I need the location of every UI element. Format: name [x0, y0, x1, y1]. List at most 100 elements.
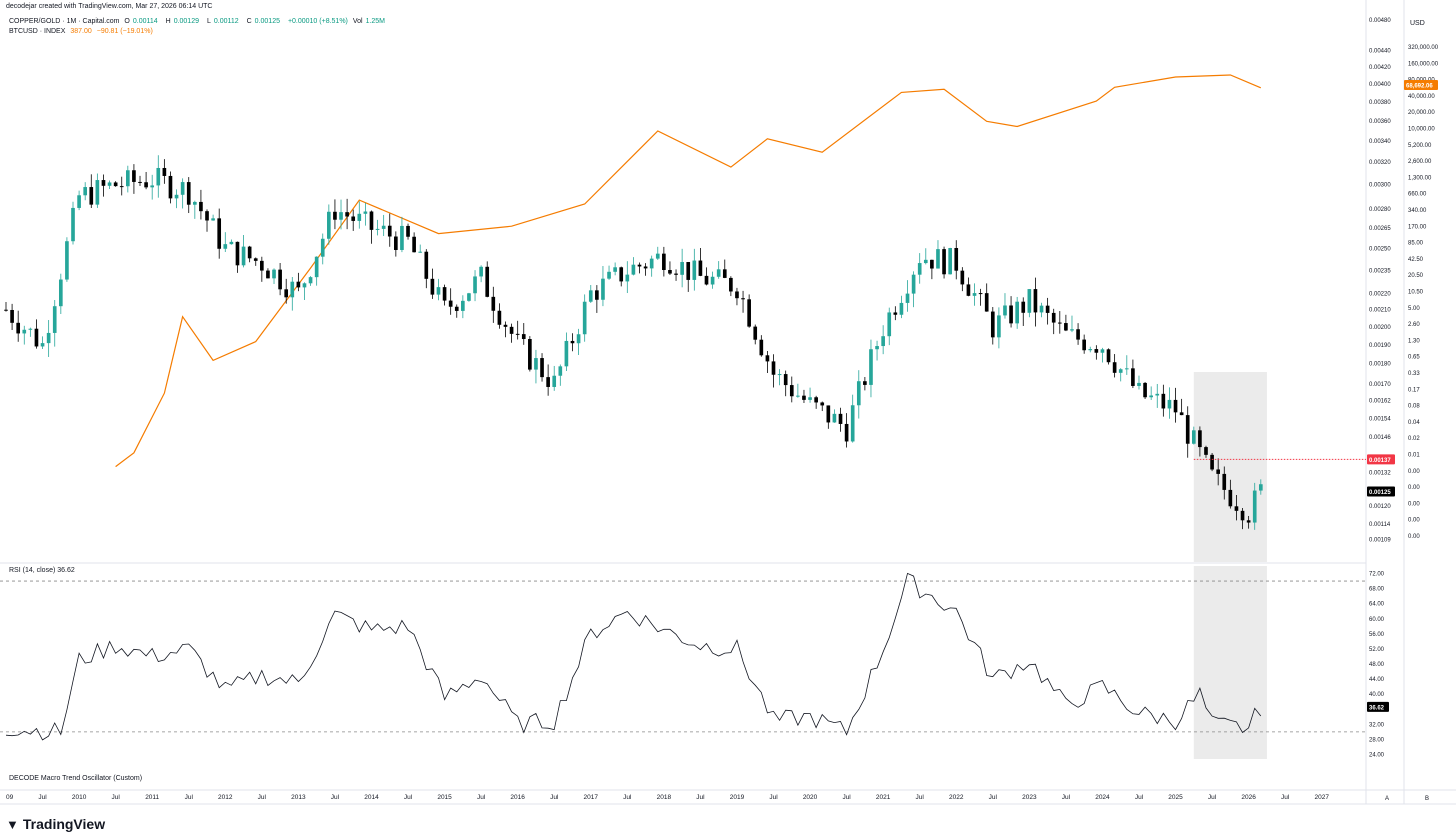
candle [467, 292, 471, 302]
btc-value: 387.00 [70, 28, 92, 35]
rsi-tick-label: 32.00 [1369, 722, 1385, 728]
candle [558, 364, 563, 386]
price-tick-label: 0.00420 [1369, 65, 1391, 71]
x-tick-label: 09 [6, 794, 14, 801]
candle [260, 256, 264, 282]
price-tick-label: 0.00280 [1369, 207, 1391, 213]
candle [899, 295, 904, 319]
candle [863, 377, 867, 391]
ohlc-high: H 0.00129 [165, 18, 199, 25]
candle [1064, 314, 1068, 332]
candle [698, 247, 703, 277]
x-tick-label: Jul [623, 794, 632, 801]
candle [34, 319, 39, 349]
rsi-tick-label: 44.00 [1369, 677, 1385, 683]
candle [710, 271, 715, 289]
candle [960, 267, 965, 292]
x-tick-label: 2018 [657, 794, 672, 801]
candle [552, 365, 557, 391]
candle [923, 248, 928, 265]
candle [95, 173, 100, 208]
btc-tick-label: 0.01 [1408, 453, 1420, 459]
candle [765, 350, 770, 374]
scale-button-a[interactable]: A [1385, 796, 1389, 802]
candle [692, 248, 697, 291]
svg-text:0.00125: 0.00125 [1369, 490, 1391, 496]
price-tick-label: 0.00146 [1369, 435, 1391, 441]
candle [1009, 296, 1013, 328]
ohlc-low: L 0.00112 [206, 18, 239, 25]
candle [741, 290, 745, 313]
x-tick-label: Jul [1062, 794, 1071, 801]
candle [875, 340, 879, 361]
candle [990, 307, 995, 345]
candle [1106, 348, 1111, 365]
price-tick-label: 0.00340 [1369, 139, 1391, 145]
candle [168, 171, 173, 204]
candle [1070, 315, 1074, 333]
candle [540, 353, 544, 382]
candle [16, 310, 21, 342]
candle [948, 247, 952, 275]
candle [613, 262, 617, 276]
svg-text:68,692.06: 68,692.06 [1406, 84, 1433, 90]
candle [58, 273, 63, 314]
candle [856, 370, 861, 419]
rsi-value-tag: 36.62 [1367, 701, 1389, 712]
candle [930, 259, 934, 280]
candle [1039, 302, 1044, 318]
candle [869, 339, 873, 398]
candle [1045, 297, 1050, 325]
x-tick-label: Jul [1135, 794, 1144, 801]
candle [284, 278, 289, 304]
btc-tick-label: 10,000.00 [1408, 127, 1435, 133]
candle [893, 306, 898, 321]
btc-legend: BTCUSD · INDEX 387.00 −90.81 (−19.01%) [9, 28, 156, 35]
candle [150, 174, 155, 200]
candle [320, 233, 325, 265]
candle [369, 210, 374, 244]
candle [1082, 334, 1086, 354]
btc-tick-label: 2.60 [1408, 322, 1420, 328]
candle [1185, 406, 1190, 458]
candle [138, 175, 142, 186]
main-symbol-label[interactable]: COPPER/GOLD · 1M · Capital.com [9, 18, 120, 25]
price-tick-label: 0.00180 [1369, 362, 1391, 368]
candle [607, 265, 611, 280]
candle [704, 267, 709, 286]
price-tick-label: 0.00210 [1369, 308, 1391, 314]
candle [509, 323, 514, 343]
candle [814, 395, 818, 409]
candle [984, 283, 989, 312]
price-tick-label: 0.00360 [1369, 119, 1391, 125]
btc-tick-label: 20,000.00 [1408, 110, 1435, 116]
candle [808, 387, 812, 403]
x-tick-label: Jul [185, 794, 194, 801]
btc-tick-label: 0.00 [1408, 534, 1420, 540]
candle [1118, 368, 1123, 382]
candle [1051, 308, 1056, 335]
btc-symbol-label[interactable]: BTCUSD · INDEX [9, 28, 66, 35]
currency-button[interactable]: USD [1410, 20, 1425, 27]
oscillator-legend: DECODE Macro Trend Oscillator (Custom) [9, 775, 143, 782]
candle [394, 231, 398, 257]
candle [156, 155, 161, 198]
candle [71, 201, 75, 245]
x-tick-label: Jul [696, 794, 705, 801]
candle [266, 268, 270, 279]
last-price-tag: 0.00125 [1367, 486, 1395, 497]
btc-tick-label: 2,600.00 [1408, 159, 1432, 165]
btc-tick-label: 1.30 [1408, 338, 1420, 344]
candle [1003, 293, 1007, 319]
scale-button-b[interactable]: B [1425, 796, 1429, 802]
candle [838, 407, 843, 432]
candle [1088, 346, 1093, 353]
btc-tick-label: 320,000.00 [1408, 45, 1439, 51]
candle [570, 333, 575, 352]
btc-change: −90.81 (−19.01%) [96, 28, 153, 35]
x-tick-label: 2010 [72, 794, 87, 801]
x-tick-label: Jul [38, 794, 47, 801]
price-tick-label: 0.00320 [1369, 160, 1391, 166]
candle [1167, 387, 1172, 419]
